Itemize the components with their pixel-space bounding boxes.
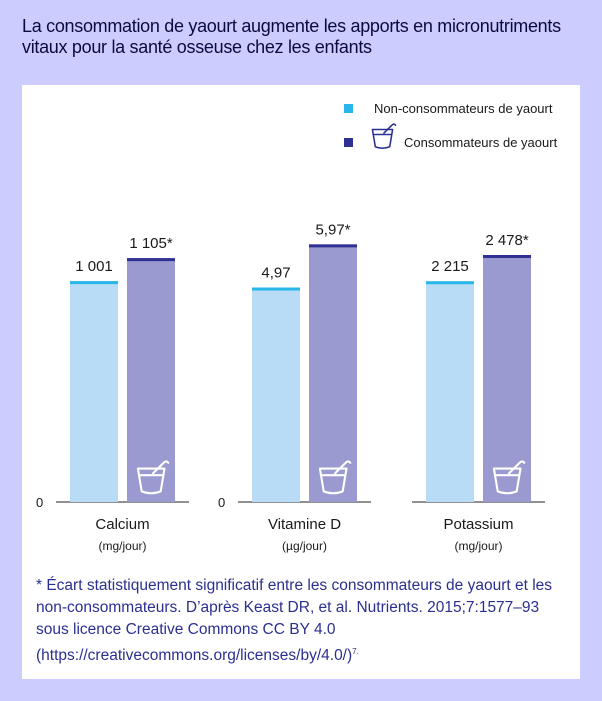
unit-label: (µg/jour): [282, 539, 327, 553]
legend-swatch-cons: [344, 138, 353, 147]
data-label: 1 001: [75, 258, 113, 275]
chart-panel: Non-consommateurs de yaourt Consommateurs…: [22, 85, 580, 679]
yogurt-cup-icon: [492, 460, 526, 495]
footnote: * Écart statistiquement significatif ent…: [36, 575, 576, 667]
data-label: 5,97*: [315, 221, 350, 238]
x-axis-label: Vitamine D: [268, 516, 341, 533]
data-label: 2 215: [431, 258, 469, 275]
unit-label: (mg/jour): [98, 539, 146, 553]
legend-label-non: Non-consommateurs de yaourt: [374, 101, 553, 116]
x-axis-label: Calcium: [95, 516, 149, 533]
yogurt-cup-icon: [318, 460, 352, 495]
bar-non-consumers: [252, 287, 300, 502]
unit-label: (mg/jour): [454, 539, 502, 553]
cup-body: [318, 467, 348, 495]
legend-swatch-non: [344, 104, 353, 113]
chart-area: Non-consommateurs de yaourt Consommateurs…: [36, 101, 558, 553]
x-axis-label: Potassium: [443, 516, 513, 533]
data-label: 1 105*: [129, 235, 173, 252]
footnote-text: * Écart statistiquement significatif ent…: [36, 577, 553, 665]
bar-group-1: 0 4,97 5,97* Vitamine D (µg/jour): [218, 221, 371, 553]
zero-tick-label: 0: [218, 495, 225, 510]
cup-body: [136, 467, 166, 495]
zero-tick-label: 0: [36, 495, 43, 510]
cup-body: [371, 128, 394, 149]
bar-group-2: 2 215 2 478* Potassium (mg/jour): [412, 232, 545, 553]
bar-consumers: [127, 258, 175, 502]
legend-label-cons: Consommateurs de yaourt: [404, 135, 558, 150]
cup-body: [492, 467, 522, 495]
bar-group-0: 0 1 001 1 105* Calcium (mg/jour): [36, 235, 189, 553]
data-label: 2 478*: [485, 232, 529, 249]
bar-non-consumers: [426, 281, 474, 502]
bar-consumers: [483, 254, 531, 502]
bar-non-consumers: [70, 281, 118, 502]
cup-spoon: [334, 460, 352, 475]
data-label: 4,97: [261, 265, 290, 282]
yogurt-cup-icon: [136, 460, 170, 495]
footnote-ref: 7.: [352, 647, 359, 656]
yogurt-cup-icon: [371, 123, 397, 149]
chart-groups: 0 1 001 1 105* Calcium (mg/jour) 0 4,97 5,97* Vi…: [36, 221, 545, 553]
cup-spoon: [508, 460, 526, 475]
legend: Non-consommateurs de yaourt Consommateurs…: [344, 101, 558, 150]
chart-title: La consommation de yaourt augmente les a…: [22, 16, 561, 57]
bar-consumers: [309, 244, 357, 502]
cup-spoon: [152, 460, 170, 475]
cup-spoon: [383, 123, 397, 134]
